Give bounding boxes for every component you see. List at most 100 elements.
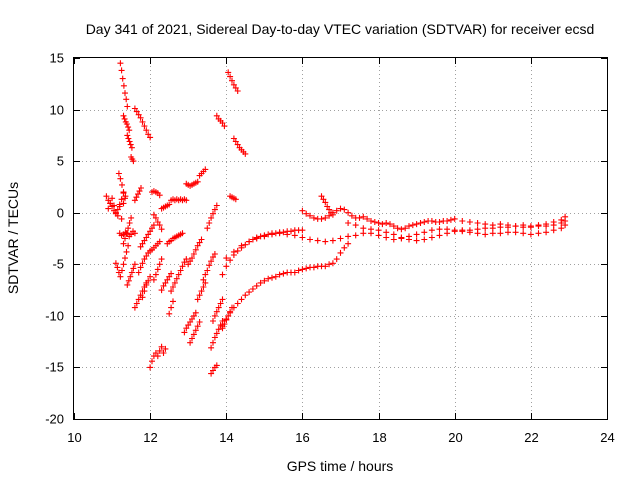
data-point — [234, 300, 241, 307]
x-tick-label: 20 — [448, 430, 462, 445]
data-point — [112, 209, 119, 216]
data-point — [562, 218, 569, 224]
data-point — [318, 215, 325, 222]
data-point — [406, 236, 412, 243]
data-point — [326, 261, 333, 268]
data-point — [451, 228, 458, 235]
data-point — [154, 353, 161, 360]
data-point — [120, 240, 127, 247]
data-point — [215, 304, 222, 311]
data-point — [154, 266, 161, 273]
data-point — [324, 203, 331, 210]
data-point — [150, 276, 157, 283]
data-point — [170, 298, 176, 305]
x-tick-label: 10 — [67, 430, 81, 445]
data-point — [189, 316, 195, 322]
data-point — [211, 312, 218, 319]
data-point — [194, 178, 201, 185]
data-point — [185, 261, 192, 268]
data-point — [141, 288, 148, 295]
data-point — [261, 277, 268, 284]
data-point — [179, 230, 186, 237]
data-point — [128, 269, 135, 276]
data-point — [133, 108, 140, 115]
data-point — [227, 309, 234, 316]
data-point — [413, 237, 420, 244]
data-point — [489, 230, 496, 237]
data-point — [116, 203, 123, 210]
data-point — [447, 216, 454, 223]
data-point — [196, 319, 203, 325]
data-point — [187, 339, 194, 346]
data-point — [210, 339, 216, 346]
data-point — [219, 318, 226, 324]
data-point — [246, 238, 253, 245]
data-point — [474, 226, 481, 233]
data-point — [232, 196, 239, 203]
data-point — [482, 231, 489, 238]
data-point — [139, 118, 146, 125]
data-point — [337, 205, 344, 212]
data-point — [171, 279, 178, 286]
data-point — [183, 325, 190, 332]
data-point — [234, 141, 241, 148]
data-point — [527, 231, 534, 238]
data-point — [466, 227, 473, 234]
data-point — [109, 195, 116, 202]
data-point — [322, 199, 329, 206]
data-point — [131, 230, 138, 237]
data-point — [272, 273, 279, 280]
data-point — [192, 327, 199, 334]
data-point — [276, 230, 283, 237]
data-point — [198, 236, 205, 243]
data-point — [221, 123, 228, 130]
data-point — [202, 166, 209, 173]
data-point — [164, 276, 171, 283]
data-point — [130, 265, 137, 272]
data-point — [196, 292, 203, 299]
y-tick-label: -20 — [45, 412, 64, 427]
data-point — [190, 251, 197, 257]
data-point — [111, 202, 117, 209]
data-point — [190, 331, 197, 338]
data-point — [114, 206, 121, 213]
data-point — [123, 248, 130, 255]
data-point — [345, 209, 352, 216]
data-point — [210, 318, 216, 324]
data-point — [189, 335, 195, 342]
data-point — [194, 242, 201, 249]
data-points — [103, 60, 569, 377]
data-point — [189, 255, 195, 262]
data-point — [303, 265, 310, 272]
data-point — [120, 189, 127, 196]
data-point — [213, 112, 220, 119]
data-point — [118, 67, 125, 74]
data-point — [444, 218, 451, 224]
data-point — [265, 275, 272, 282]
data-point — [135, 296, 142, 303]
data-point — [329, 237, 336, 244]
data-point — [307, 236, 313, 243]
data-point — [122, 195, 128, 202]
data-point — [213, 362, 220, 369]
data-point — [390, 236, 397, 243]
data-point — [360, 213, 367, 220]
data-point — [356, 214, 363, 221]
data-point — [242, 150, 249, 157]
data-point — [127, 141, 134, 148]
data-point — [219, 271, 226, 278]
data-point — [125, 225, 132, 232]
data-point — [398, 234, 405, 241]
data-point — [131, 261, 138, 268]
data-point — [310, 214, 317, 221]
data-point — [436, 226, 443, 233]
data-point — [310, 264, 317, 271]
data-point — [156, 238, 163, 245]
data-point — [162, 345, 169, 352]
data-point — [474, 220, 481, 226]
data-point — [409, 222, 416, 229]
data-point — [194, 323, 201, 330]
data-point — [428, 227, 435, 234]
data-point — [122, 255, 128, 262]
data-point — [118, 215, 125, 222]
